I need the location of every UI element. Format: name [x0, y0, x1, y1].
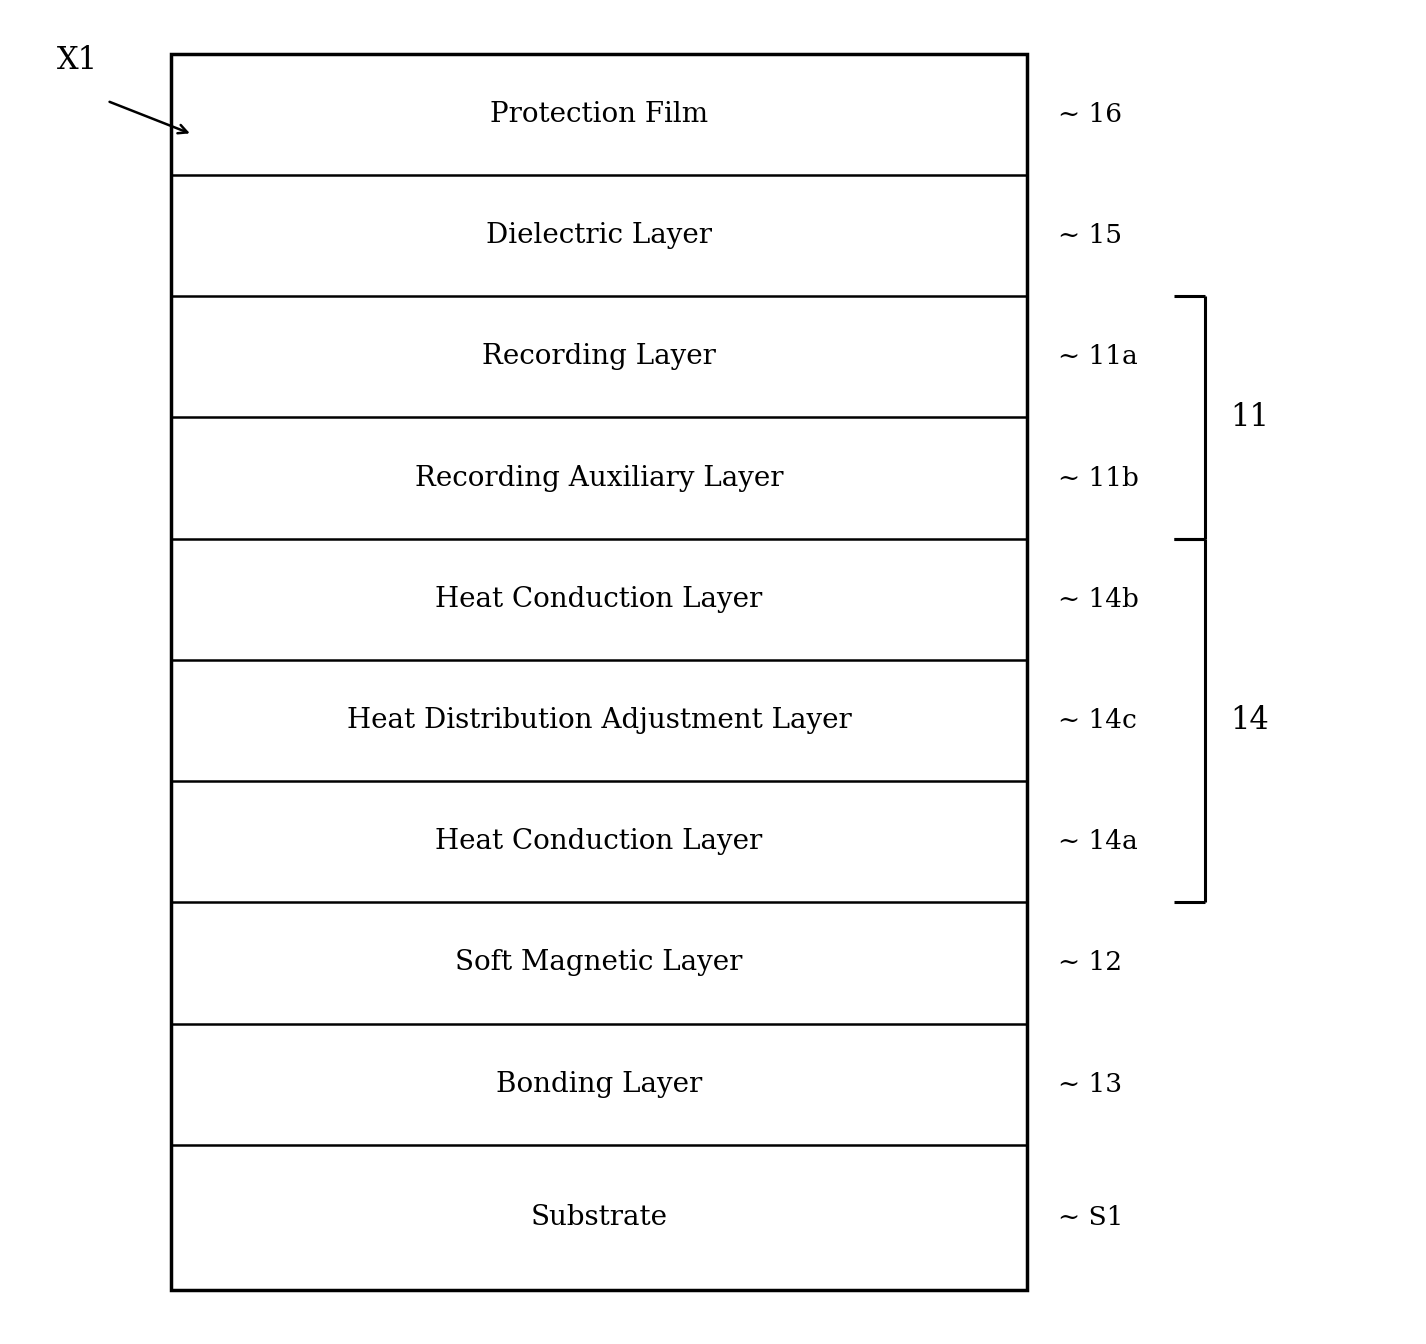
- Text: ∼ 12: ∼ 12: [1058, 950, 1122, 976]
- Text: 11: 11: [1231, 402, 1269, 433]
- Text: ∼ 13: ∼ 13: [1058, 1071, 1122, 1097]
- Text: Recording Auxiliary Layer: Recording Auxiliary Layer: [415, 465, 783, 492]
- Text: Protection Film: Protection Film: [491, 101, 707, 128]
- Text: ∼ S1: ∼ S1: [1058, 1206, 1124, 1230]
- Text: Heat Conduction Layer: Heat Conduction Layer: [435, 828, 763, 855]
- Text: Bonding Layer: Bonding Layer: [496, 1071, 702, 1098]
- Bar: [171, 54, 1027, 1290]
- Text: Heat Distribution Adjustment Layer: Heat Distribution Adjustment Layer: [347, 707, 851, 734]
- Text: ∼ 16: ∼ 16: [1058, 102, 1122, 126]
- Text: ∼ 11b: ∼ 11b: [1058, 465, 1139, 491]
- Text: Substrate: Substrate: [530, 1204, 667, 1231]
- Text: Heat Conduction Layer: Heat Conduction Layer: [435, 586, 763, 613]
- Text: X1: X1: [57, 44, 98, 77]
- Text: ∼ 15: ∼ 15: [1058, 223, 1122, 249]
- Text: Soft Magnetic Layer: Soft Magnetic Layer: [455, 949, 743, 977]
- Text: Recording Layer: Recording Layer: [482, 343, 716, 371]
- Text: ∼ 14c: ∼ 14c: [1058, 708, 1137, 732]
- Text: ∼ 14a: ∼ 14a: [1058, 829, 1138, 855]
- Text: Dielectric Layer: Dielectric Layer: [486, 222, 712, 249]
- Text: ∼ 14b: ∼ 14b: [1058, 587, 1139, 612]
- Text: 14: 14: [1231, 706, 1269, 737]
- Text: ∼ 11a: ∼ 11a: [1058, 344, 1138, 370]
